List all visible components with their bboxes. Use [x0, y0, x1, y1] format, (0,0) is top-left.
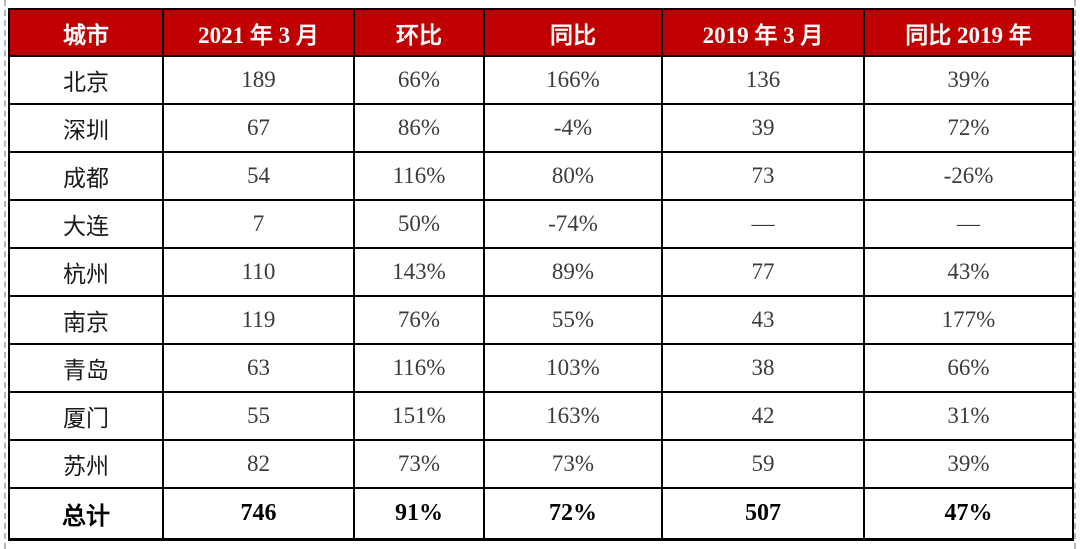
total-cell-yoy-2019: 47% [863, 487, 1074, 540]
header-row: 城市 2021 年 3 月 环比 同比 2019 年 3 月 同比 2019 年 [8, 8, 1074, 57]
value-cell-2019: 42 [661, 391, 865, 441]
header-cell-yoy: 同比 [483, 8, 663, 57]
total-cell-mom: 91% [353, 487, 485, 540]
city-cell: 青岛 [8, 343, 164, 393]
text-boundary-left-line [4, 0, 6, 549]
table-row: 青岛 63 116% 103% 38 66% [8, 343, 1074, 393]
value-cell-2019: 59 [661, 439, 865, 489]
value-cell-yoy: 55% [483, 295, 663, 345]
value-cell-yoy-2019: 31% [863, 391, 1074, 441]
total-cell-yoy: 72% [483, 487, 663, 540]
value-cell-mom: 151% [353, 391, 485, 441]
city-cell: 大连 [8, 199, 164, 249]
header-cell-mom: 环比 [353, 8, 485, 57]
value-cell-mom: 86% [353, 103, 485, 153]
value-cell-2019: 43 [661, 295, 865, 345]
city-data-table: 城市 2021 年 3 月 环比 同比 2019 年 3 月 同比 2019 年… [8, 8, 1074, 541]
header-cell-2019-mar: 2019 年 3 月 [661, 8, 865, 57]
table-row: 大连 7 50% -74% — — [8, 199, 1074, 249]
value-cell-yoy: -4% [483, 103, 663, 153]
text-boundary-right-line [1074, 0, 1076, 549]
value-cell-2021: 110 [162, 247, 355, 297]
value-cell-2021: 119 [162, 295, 355, 345]
value-cell-yoy: 166% [483, 55, 663, 105]
header-cell-2021-mar: 2021 年 3 月 [162, 8, 355, 57]
total-label-cell: 总计 [8, 487, 164, 540]
value-cell-yoy-2019: 39% [863, 439, 1074, 489]
value-cell-2019: 77 [661, 247, 865, 297]
value-cell-yoy-2019: -26% [863, 151, 1074, 201]
value-cell-yoy-2019: 39% [863, 55, 1074, 105]
value-cell-2021: 7 [162, 199, 355, 249]
city-cell: 北京 [8, 55, 164, 105]
value-cell-yoy-2019: — [863, 199, 1074, 249]
value-cell-mom: 73% [353, 439, 485, 489]
table-row: 深圳 67 86% -4% 39 72% [8, 103, 1074, 153]
city-cell: 厦门 [8, 391, 164, 441]
table-row: 北京 189 66% 166% 136 39% [8, 55, 1074, 105]
table-row: 杭州 110 143% 89% 77 43% [8, 247, 1074, 297]
header-cell-yoy-2019: 同比 2019 年 [863, 8, 1074, 57]
value-cell-2019: 73 [661, 151, 865, 201]
city-cell: 南京 [8, 295, 164, 345]
value-cell-2021: 67 [162, 103, 355, 153]
table-row: 成都 54 116% 80% 73 -26% [8, 151, 1074, 201]
value-cell-yoy-2019: 177% [863, 295, 1074, 345]
value-cell-2019: 39 [661, 103, 865, 153]
value-cell-yoy-2019: 72% [863, 103, 1074, 153]
value-cell-2021: 54 [162, 151, 355, 201]
value-cell-yoy: 80% [483, 151, 663, 201]
value-cell-yoy-2019: 43% [863, 247, 1074, 297]
value-cell-mom: 50% [353, 199, 485, 249]
city-cell: 深圳 [8, 103, 164, 153]
city-cell: 杭州 [8, 247, 164, 297]
value-cell-yoy: -74% [483, 199, 663, 249]
value-cell-mom: 76% [353, 295, 485, 345]
value-cell-2019: 136 [661, 55, 865, 105]
value-cell-2021: 63 [162, 343, 355, 393]
value-cell-mom: 66% [353, 55, 485, 105]
value-cell-yoy: 89% [483, 247, 663, 297]
table-row: 苏州 82 73% 73% 59 39% [8, 439, 1074, 489]
total-cell-2019: 507 [661, 487, 865, 540]
value-cell-mom: 116% [353, 343, 485, 393]
city-cell: 成都 [8, 151, 164, 201]
value-cell-mom: 143% [353, 247, 485, 297]
value-cell-yoy: 163% [483, 391, 663, 441]
total-cell-2021: 746 [162, 487, 355, 540]
value-cell-yoy: 73% [483, 439, 663, 489]
value-cell-yoy-2019: 66% [863, 343, 1074, 393]
value-cell-2021: 55 [162, 391, 355, 441]
total-row: 总计 746 91% 72% 507 47% [8, 487, 1074, 540]
table-row: 厦门 55 151% 163% 42 31% [8, 391, 1074, 441]
value-cell-2021: 82 [162, 439, 355, 489]
value-cell-2019: 38 [661, 343, 865, 393]
value-cell-yoy: 103% [483, 343, 663, 393]
value-cell-2019: — [661, 199, 865, 249]
value-cell-mom: 116% [353, 151, 485, 201]
city-cell: 苏州 [8, 439, 164, 489]
header-cell-city: 城市 [8, 8, 164, 57]
value-cell-2021: 189 [162, 55, 355, 105]
table-row: 南京 119 76% 55% 43 177% [8, 295, 1074, 345]
